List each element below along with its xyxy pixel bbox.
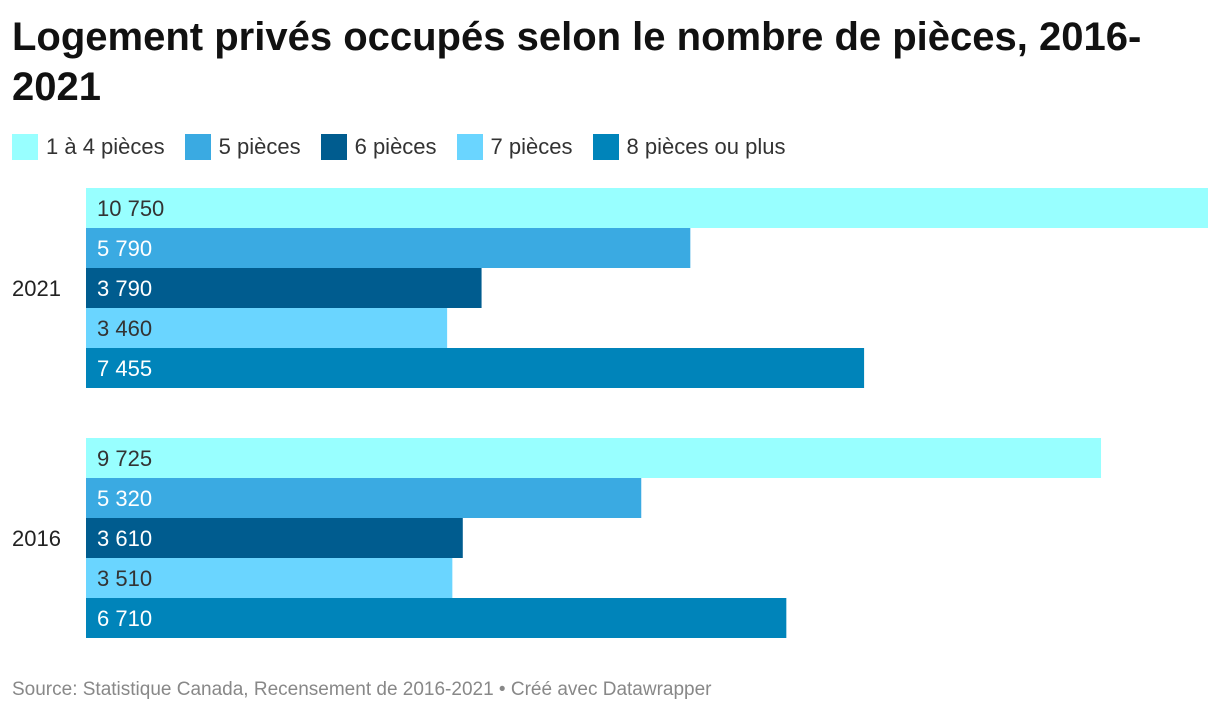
legend: 1 à 4 pièces 5 pièces 6 pièces 7 pièces 8 pi… — [12, 132, 806, 162]
bar — [86, 268, 482, 308]
category-label: 2016 — [12, 526, 61, 551]
legend-swatch — [592, 134, 619, 160]
legend-item: 7 pièces — [456, 134, 573, 160]
bar — [86, 438, 1102, 478]
bar — [86, 188, 1208, 228]
legend-label: 6 pièces — [354, 134, 437, 159]
legend-swatch — [456, 134, 483, 160]
data-label: 5 790 — [97, 236, 152, 261]
bar — [86, 598, 787, 638]
legend-label: 7 pièces — [490, 134, 573, 159]
bar-chart: 2021 10 750 5 790 3 790 3 460 7 455 2016 9 725 5… — [12, 188, 1208, 638]
data-label: 3 610 — [97, 526, 152, 551]
data-label: 3 790 — [97, 276, 152, 301]
legend-item: 8 pièces ou plus — [592, 134, 786, 160]
bar — [86, 348, 865, 388]
chart-title: Logement privés occupés selon le nombre … — [12, 15, 1142, 109]
legend-swatch — [320, 134, 347, 160]
bar — [86, 558, 453, 598]
data-label: 3 510 — [97, 566, 152, 591]
bar — [86, 478, 642, 518]
bar — [86, 308, 448, 348]
data-label: 5 320 — [97, 486, 152, 511]
category-label: 2021 — [12, 276, 61, 301]
data-label: 7 455 — [97, 356, 152, 381]
bar — [86, 518, 463, 558]
legend-item: 5 pièces — [184, 134, 301, 160]
bar — [86, 228, 691, 268]
legend-item: 1 à 4 pièces — [12, 134, 165, 160]
source-note: Source: Statistique Canada, Recensement … — [12, 679, 712, 700]
data-label: 6 710 — [97, 606, 152, 631]
legend-label: 5 pièces — [218, 134, 301, 159]
legend-label: 1 à 4 pièces — [46, 134, 165, 159]
legend-label: 8 pièces ou plus — [626, 134, 786, 159]
data-label: 3 460 — [97, 316, 152, 341]
data-label: 10 750 — [97, 196, 164, 221]
data-label: 9 725 — [97, 446, 152, 471]
legend-item: 6 pièces — [320, 134, 437, 160]
legend-swatch — [184, 134, 211, 160]
legend-swatch — [12, 134, 38, 160]
